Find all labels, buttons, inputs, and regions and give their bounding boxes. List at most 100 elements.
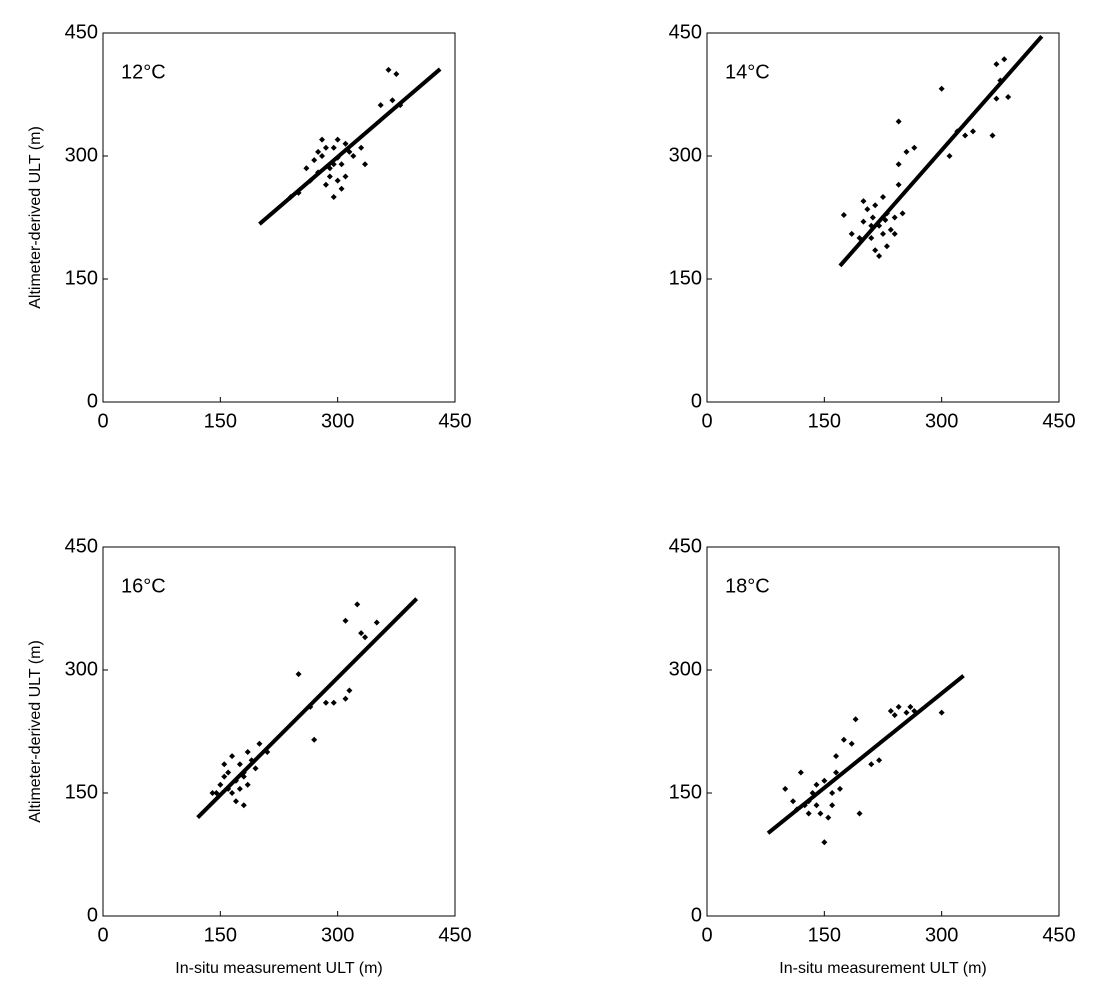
fit-line xyxy=(838,34,1044,268)
data-point xyxy=(311,157,318,164)
data-point xyxy=(362,161,369,168)
data-point xyxy=(217,781,224,788)
x-tick-label: 150 xyxy=(808,924,841,946)
data-point xyxy=(856,810,863,817)
data-point xyxy=(868,235,875,241)
data-point xyxy=(876,757,883,764)
x-tick-label: 150 xyxy=(808,410,841,432)
y-tick-label: 0 xyxy=(87,390,98,412)
x-tick-label: 150 xyxy=(204,410,237,432)
data-point xyxy=(342,140,349,147)
data-point xyxy=(840,736,847,743)
data-point xyxy=(342,173,349,180)
data-point xyxy=(989,132,996,139)
data-point xyxy=(891,712,898,719)
data-point xyxy=(362,634,369,641)
data-point xyxy=(903,148,910,155)
data-point xyxy=(887,226,894,233)
axes-box xyxy=(706,32,1060,403)
data-point xyxy=(342,695,349,702)
data-point xyxy=(319,153,326,159)
y-tick-label: 150 xyxy=(65,267,98,289)
data-point xyxy=(389,97,396,104)
x-tick-label: 450 xyxy=(438,924,471,946)
data-point xyxy=(887,708,894,714)
data-point xyxy=(848,230,855,237)
data-point xyxy=(895,181,902,188)
x-tick-label: 450 xyxy=(1042,410,1075,432)
data-point xyxy=(236,785,243,792)
data-point xyxy=(358,630,365,637)
data-point xyxy=(373,619,380,626)
data-point xyxy=(876,253,883,260)
panel-label: 12°C xyxy=(121,61,166,83)
data-point xyxy=(256,740,263,747)
x-tick-label: 0 xyxy=(701,924,712,946)
data-point xyxy=(358,144,365,151)
data-point xyxy=(907,703,914,710)
data-point xyxy=(385,66,392,73)
data-point xyxy=(829,802,836,809)
data-point xyxy=(315,148,322,155)
data-point xyxy=(813,802,820,809)
data-point xyxy=(891,230,898,237)
x-axis-label: In-situ measurement ULT (m) xyxy=(779,960,986,977)
data-point xyxy=(330,144,337,151)
data-point xyxy=(790,798,797,805)
data-point xyxy=(338,185,345,192)
data-point xyxy=(962,132,969,139)
y-tick-label: 150 xyxy=(669,267,702,289)
y-tick-label: 300 xyxy=(65,144,98,166)
data-point xyxy=(903,709,910,716)
data-point xyxy=(938,709,945,716)
data-point xyxy=(319,136,326,143)
x-tick-label: 0 xyxy=(97,410,108,432)
y-tick-label: 0 xyxy=(691,390,702,412)
y-axis-label: Altimeter-derived ULT (m) xyxy=(27,640,44,823)
data-point xyxy=(295,671,302,678)
data-point xyxy=(252,765,259,772)
data-point xyxy=(829,790,836,796)
data-point xyxy=(393,71,400,77)
data-point xyxy=(1005,93,1012,100)
data-point xyxy=(221,761,228,768)
data-point xyxy=(840,212,847,219)
data-point xyxy=(895,161,902,168)
data-point xyxy=(334,136,341,143)
panel-label: 14°C xyxy=(725,61,770,83)
y-tick-label: 0 xyxy=(691,904,702,926)
y-tick-label: 300 xyxy=(65,658,98,680)
data-point xyxy=(330,699,337,706)
fit-line xyxy=(196,597,419,820)
data-point xyxy=(938,85,945,92)
data-point xyxy=(342,617,349,624)
fit-line xyxy=(766,674,965,835)
data-point xyxy=(821,839,828,846)
data-point xyxy=(833,753,840,760)
data-point xyxy=(330,194,337,200)
data-point xyxy=(848,740,855,747)
y-tick-label: 300 xyxy=(669,144,702,166)
data-point xyxy=(346,687,353,694)
data-point xyxy=(817,810,824,817)
data-point xyxy=(883,243,890,250)
data-point xyxy=(869,214,876,221)
x-tick-label: 450 xyxy=(1042,924,1075,946)
x-tick-label: 0 xyxy=(97,924,108,946)
data-point xyxy=(350,153,357,159)
y-tick-label: 450 xyxy=(65,535,98,557)
y-axis-label: Altimeter-derived ULT (m) xyxy=(27,126,44,309)
data-point xyxy=(782,785,789,792)
data-point xyxy=(221,773,228,780)
data-point xyxy=(891,214,898,221)
data-point xyxy=(880,230,886,237)
data-point xyxy=(303,165,310,172)
data-point xyxy=(852,716,859,723)
data-point xyxy=(993,95,1000,102)
y-tick-label: 450 xyxy=(65,21,98,43)
panel-label: 18°C xyxy=(725,575,770,597)
data-point xyxy=(833,769,840,776)
x-tick-label: 150 xyxy=(204,924,237,946)
data-point xyxy=(338,161,345,168)
fit-line xyxy=(258,67,442,226)
